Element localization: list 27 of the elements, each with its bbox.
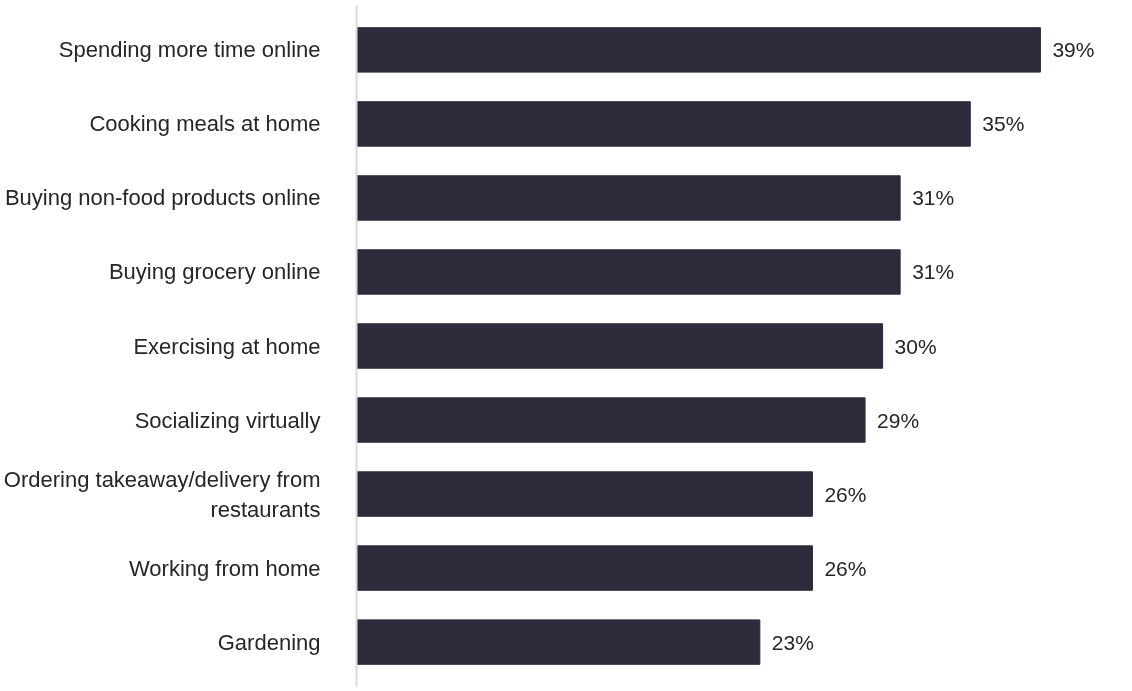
bar [356, 545, 813, 591]
bar [356, 27, 1041, 73]
data-label: 26% [824, 482, 867, 506]
bar [356, 619, 761, 665]
y-tick-label: Buying non-food products online [4, 185, 321, 211]
data-label: 30% [894, 334, 937, 358]
y-tick-label: Ordering takeaway/delivery from restaurants [3, 466, 321, 522]
y-tick-label: Gardening [217, 629, 321, 655]
y-tick-label: Socializing virtually [134, 407, 321, 433]
y-tick-label: Cooking meals at home [89, 111, 321, 137]
y-tick-label: Working from home [128, 555, 321, 581]
bar [356, 397, 866, 443]
data-label: 29% [877, 408, 920, 432]
data-label: 31% [912, 260, 955, 284]
data-label: 35% [982, 112, 1025, 136]
y-tick-label: Buying grocery online [108, 259, 321, 285]
data-label: 39% [1052, 38, 1095, 62]
bar [356, 175, 901, 221]
data-label: 26% [824, 556, 867, 580]
bar [356, 323, 884, 369]
data-label: 31% [912, 186, 955, 210]
bar [356, 249, 901, 295]
data-label: 23% [771, 630, 814, 654]
y-tick-label: Exercising at home [133, 333, 321, 359]
y-tick-label: Spending more time online [58, 37, 321, 63]
bar [356, 101, 971, 147]
bar [356, 471, 813, 517]
